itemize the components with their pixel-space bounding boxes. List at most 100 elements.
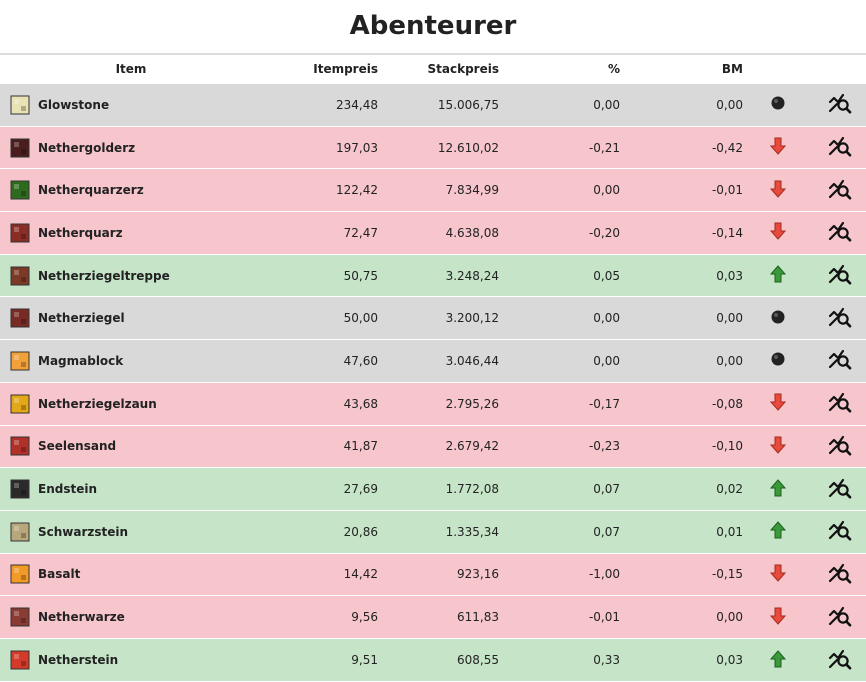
- table-row: Netherziegeltreppe 50,75 3.248,24 0,05 0…: [0, 254, 866, 297]
- price-table: Item Itempreis Stackpreis % BM Glowstone…: [0, 53, 866, 682]
- blackstone-icon: [6, 518, 34, 546]
- header-percent[interactable]: %: [499, 53, 620, 84]
- stackpreis-cell: 7.834,99: [445, 183, 499, 198]
- magma-block-icon: [6, 347, 34, 375]
- bm-cell: 0,00: [716, 610, 743, 625]
- nether-brick-icon: [6, 304, 34, 332]
- bm-cell: 0,03: [716, 268, 743, 283]
- price-chart-icon[interactable]: [828, 605, 852, 630]
- trend-cell: [743, 382, 813, 425]
- trend-cell: [743, 126, 813, 169]
- item-name: Netherquarzerz: [38, 183, 144, 198]
- soul-sand-icon: [6, 432, 34, 460]
- price-chart-icon[interactable]: [828, 391, 852, 416]
- trend-cell: [743, 212, 813, 255]
- item-name: Basalt: [38, 567, 81, 582]
- nether-brick-fence-icon: [6, 390, 34, 418]
- percent-cell: -1,00: [588, 567, 620, 582]
- table-row: Glowstone 234,48 15.006,75 0,00 0,00: [0, 83, 866, 127]
- chart-cell: [813, 596, 866, 639]
- percent-cell: 0,07: [593, 524, 620, 539]
- itempreis-cell: 50,00: [343, 311, 378, 326]
- item-name: Netherwarze: [38, 610, 125, 625]
- arrow-down-icon: [769, 393, 787, 414]
- percent-cell: -0,21: [588, 140, 620, 155]
- neutral-dot-icon: [770, 96, 786, 114]
- price-chart-icon[interactable]: [828, 562, 852, 587]
- price-chart-icon[interactable]: [828, 306, 852, 331]
- price-chart-icon[interactable]: [828, 477, 852, 502]
- item-name: Netherstein: [38, 653, 119, 668]
- item-cell: Seelensand: [0, 425, 262, 468]
- bm-cell: -0,08: [711, 396, 743, 411]
- item-cell: Nethergolderz: [0, 126, 262, 169]
- table-row: Netherquarzerz 122,42 7.834,99 0,00 -0,0…: [0, 168, 866, 212]
- itempreis-cell: 9,56: [351, 610, 378, 625]
- header-chart: [813, 53, 866, 84]
- header-item[interactable]: Item: [0, 53, 262, 84]
- percent-cell: 0,05: [593, 268, 620, 283]
- chart-cell: [813, 340, 866, 383]
- stackpreis-cell: 2.679,42: [445, 439, 499, 454]
- price-chart-icon[interactable]: [828, 220, 852, 245]
- stackpreis-cell: 3.248,24: [445, 268, 499, 283]
- chart-cell: [813, 84, 866, 127]
- arrow-down-icon: [769, 222, 787, 243]
- item-cell: Endstein: [0, 468, 262, 511]
- item-name: Seelensand: [38, 439, 117, 454]
- price-chart-icon[interactable]: [828, 263, 852, 288]
- chart-cell: [813, 212, 866, 255]
- stackpreis-cell: 15.006,75: [437, 97, 499, 112]
- item-cell: Netherquarz: [0, 212, 262, 255]
- price-chart-icon[interactable]: [828, 519, 852, 544]
- chart-cell: [813, 297, 866, 340]
- percent-cell: 0,00: [593, 353, 620, 368]
- item-name: Glowstone: [38, 97, 110, 112]
- trend-cell: [743, 425, 813, 468]
- arrow-up-icon: [769, 649, 787, 671]
- trend-cell: [743, 340, 813, 383]
- trend-cell: [743, 297, 813, 340]
- chart-cell: [813, 382, 866, 425]
- stackpreis-cell: 4.638,08: [445, 225, 499, 240]
- page-title: Abenteurer: [349, 11, 517, 41]
- itempreis-cell: 41,87: [343, 439, 378, 454]
- arrow-up-icon: [769, 478, 787, 500]
- table-row: Netherquarz 72,47 4.638,08 -0,20 -0,14: [0, 211, 866, 255]
- table-row: Netherziegelzaun 43,68 2.795,26 -0,17 -0…: [0, 382, 866, 425]
- table-row: Netherstein 9,51 608,55 0,33 0,03: [0, 638, 866, 682]
- itempreis-cell: 14,42: [343, 567, 378, 582]
- bm-cell: 0,00: [716, 353, 743, 368]
- itempreis-cell: 72,47: [343, 225, 378, 240]
- trend-cell: [743, 84, 813, 127]
- stackpreis-cell: 3.200,12: [445, 311, 499, 326]
- bm-cell: -0,42: [711, 140, 743, 155]
- bm-cell: 0,00: [716, 311, 743, 326]
- price-chart-icon[interactable]: [828, 348, 852, 373]
- stackpreis-cell: 923,16: [457, 567, 499, 582]
- item-name: Netherquarz: [38, 225, 123, 240]
- price-chart-icon[interactable]: [828, 648, 852, 673]
- header-stackpreis[interactable]: Stackpreis: [378, 53, 499, 84]
- item-name: Magmablock: [38, 353, 124, 368]
- item-name: Schwarzstein: [38, 524, 129, 539]
- item-cell: Netherwarze: [0, 596, 262, 639]
- percent-cell: -0,23: [588, 439, 620, 454]
- price-chart-icon[interactable]: [828, 434, 852, 459]
- neutral-dot-icon: [770, 310, 786, 328]
- trend-cell: [743, 510, 813, 553]
- price-chart-icon[interactable]: [828, 178, 852, 203]
- header-itempreis[interactable]: Itempreis: [262, 53, 378, 84]
- itempreis-cell: 27,69: [343, 482, 378, 497]
- header-bm[interactable]: BM: [620, 53, 743, 84]
- itempreis-cell: 50,75: [343, 268, 378, 283]
- stackpreis-cell: 12.610,02: [437, 140, 499, 155]
- nether-gold-ore-icon: [6, 134, 34, 162]
- price-chart-icon[interactable]: [828, 135, 852, 160]
- itempreis-cell: 234,48: [336, 97, 378, 112]
- bm-cell: 0,02: [716, 482, 743, 497]
- price-chart-icon[interactable]: [828, 92, 852, 117]
- item-cell: Glowstone: [0, 84, 262, 127]
- item-name: Endstein: [38, 482, 98, 497]
- item-name: Netherziegel: [38, 311, 125, 326]
